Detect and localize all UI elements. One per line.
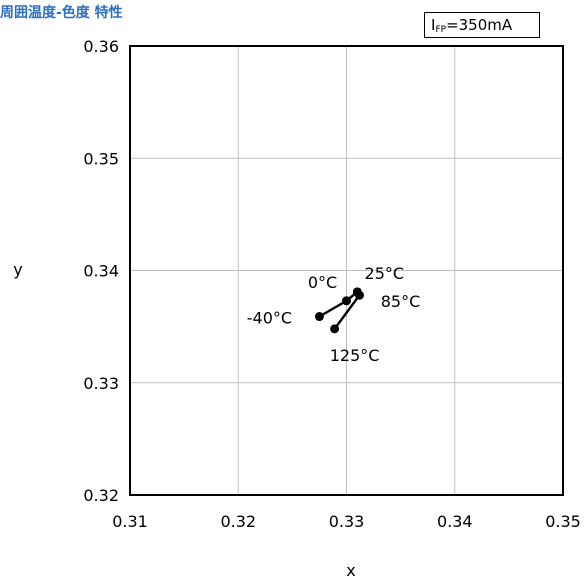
point-labels: -40°C 0°C 25°C 85°C 125°C xyxy=(247,264,420,365)
x-tick-label: 0.32 xyxy=(220,512,256,531)
y-tick-labels: 0.32 0.33 0.34 0.35 0.36 xyxy=(83,37,119,505)
data-point xyxy=(354,290,364,300)
data-point xyxy=(342,296,351,306)
series-segment xyxy=(333,294,361,330)
y-tick-label: 0.33 xyxy=(83,374,119,393)
plot-frame xyxy=(129,45,564,496)
data-point xyxy=(314,312,324,322)
y-tick-label: 0.34 xyxy=(83,262,119,281)
y-axis-label: y xyxy=(13,260,22,279)
condition-symbol: I xyxy=(431,16,436,34)
grid-lines xyxy=(130,46,563,495)
data-point xyxy=(330,324,340,334)
x-tick-labels: 0.31 0.32 0.33 0.34 0.35 xyxy=(112,512,581,531)
chart-title: 周囲温度-色度 特性 xyxy=(0,5,123,21)
x-tick-label: 0.33 xyxy=(329,512,365,531)
point-label: 85°C xyxy=(381,292,421,311)
point-label: -40°C xyxy=(247,309,292,328)
series-lines xyxy=(318,290,361,330)
x-tick-label: 0.31 xyxy=(112,512,148,531)
condition-value: =350mA xyxy=(446,16,513,34)
point-label: 0°C xyxy=(308,273,337,292)
point-label: 25°C xyxy=(365,264,405,283)
condition-subscript: FP xyxy=(435,25,447,35)
x-tick-label: 0.35 xyxy=(545,512,581,531)
x-tick-label: 0.34 xyxy=(437,512,473,531)
series-segment xyxy=(318,299,348,318)
point-label: 125°C xyxy=(330,346,380,365)
condition-box: IFP=350mA xyxy=(424,12,540,38)
series-points xyxy=(314,287,364,334)
x-axis-label: x xyxy=(346,561,355,580)
y-tick-label: 0.35 xyxy=(83,149,119,168)
y-tick-label: 0.36 xyxy=(83,37,119,56)
y-tick-label: 0.32 xyxy=(83,486,119,505)
